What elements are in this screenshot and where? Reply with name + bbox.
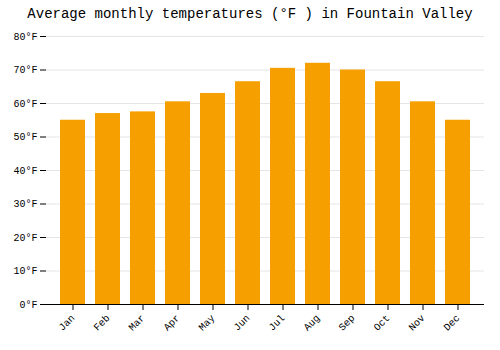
svg-text:10°F: 10°F — [13, 266, 37, 277]
svg-text:May: May — [197, 313, 218, 334]
svg-text:50°F: 50°F — [13, 132, 37, 143]
svg-text:Aug: Aug — [302, 313, 323, 334]
svg-text:Sep: Sep — [337, 313, 358, 334]
svg-text:70°F: 70°F — [13, 65, 37, 76]
svg-text:30°F: 30°F — [13, 199, 37, 210]
svg-text:80°F: 80°F — [13, 32, 37, 43]
svg-text:Oct: Oct — [372, 313, 393, 334]
svg-text:Dec: Dec — [442, 313, 463, 334]
svg-text:Jan: Jan — [57, 313, 78, 334]
svg-text:Nov: Nov — [407, 313, 428, 334]
svg-text:Mar: Mar — [127, 313, 148, 334]
svg-text:20°F: 20°F — [13, 233, 37, 244]
svg-text:0°F: 0°F — [19, 300, 37, 311]
html-text:Average monthly temperatures (: Average monthly temperatures (°F ) in Fo… — [27, 6, 473, 22]
svg-text:60°F: 60°F — [13, 99, 37, 110]
svg-text:40°F: 40°F — [13, 166, 37, 177]
svg-text:Feb: Feb — [92, 313, 113, 334]
svg-text:Jul: Jul — [267, 313, 288, 334]
svg-text:Jun: Jun — [232, 313, 253, 334]
svg-text:Apr: Apr — [162, 313, 183, 334]
